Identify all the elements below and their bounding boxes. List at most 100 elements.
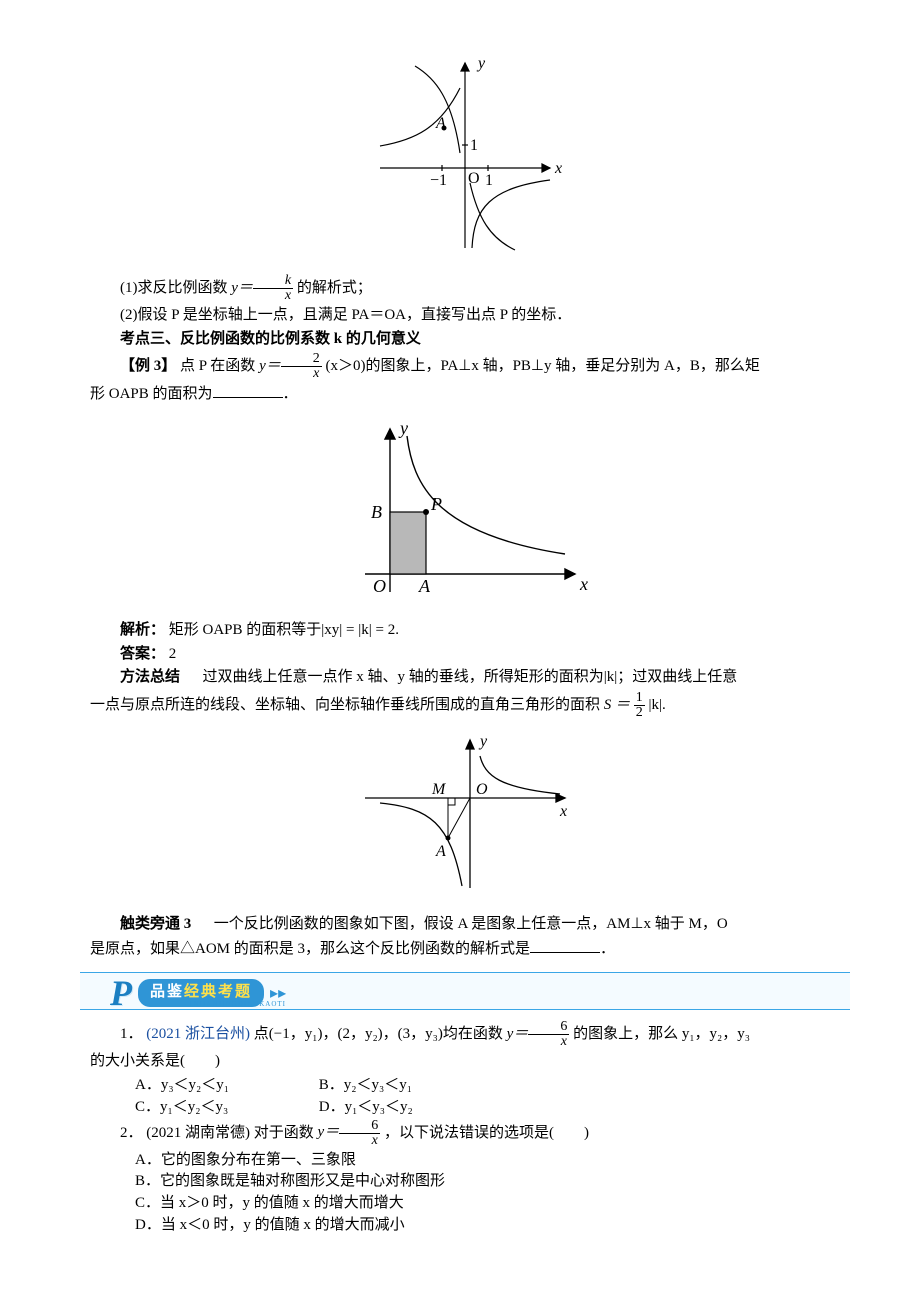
fig1-y-label: y xyxy=(476,55,486,72)
chulei3-text1: 一个反比例函数的图象如下图，假设 A 是图象上任意一点，AM⊥x 轴于 M，O xyxy=(214,916,728,932)
p1-den-f: x xyxy=(528,1035,569,1049)
fig1-1: 1 xyxy=(485,172,493,189)
chulei3-label: 触类旁通 3 xyxy=(120,916,191,932)
fig3-svg: y x M O A xyxy=(350,728,580,898)
jiexi-text: 矩形 OAPB 的面积等于|xy| = |k| = 2. xyxy=(169,622,399,638)
fig3-O: O xyxy=(476,781,488,798)
example3: 【例 3】 点 P 在函数 y＝2x (x＞0)的图象上，PA⊥x 轴，PB⊥y… xyxy=(90,352,840,381)
q1-part1-post: 的解析式； xyxy=(297,280,372,296)
section-banner: P 品鉴经典考题 ▸▸ INJIANJINGDIANKAOTI xyxy=(80,972,850,1010)
q1-frac-num: k xyxy=(253,274,293,289)
fig1-x-label: x xyxy=(554,160,562,177)
banner-pinyin: INJIANJINGDIANKAOTI xyxy=(190,999,286,1009)
daan: 答案： 2 xyxy=(90,644,840,666)
fangfa-line2: 一点与原点所连的线段、坐标轴、向坐标轴作垂线所围成的直角三角形的面积 S ＝ 1… xyxy=(90,691,840,720)
banner-jingdian: 经典考题 xyxy=(184,984,252,1000)
p2-pre: 对于函数 xyxy=(254,1124,318,1140)
figure-3: y x M O A xyxy=(90,728,840,906)
ex3-pre: 点 P 在函数 xyxy=(180,358,259,374)
p1-post: 的图象上，那么 y₁，y₂，y₃ xyxy=(573,1026,750,1042)
p1-source: (2021 浙江台州) xyxy=(146,1026,250,1042)
banner-p-icon: P xyxy=(110,967,132,1019)
p1-eq: y＝ xyxy=(507,1026,529,1042)
ex3-label: 【例 3】 xyxy=(120,358,176,374)
p2-eq: y＝ xyxy=(318,1124,340,1140)
p1-options-row1: A．y₃＜y₂＜y₁ B．y₂＜y₃＜y₁ xyxy=(135,1075,840,1097)
fig2-y: y xyxy=(398,418,408,438)
ex3-num: 2 xyxy=(281,352,322,367)
chulei3-text2: 是原点，如果△AOM 的面积是 3，那么这个反比例函数的解析式是 xyxy=(90,941,530,957)
chulei3-line1: 触类旁通 3 一个反比例函数的图象如下图，假设 A 是图象上任意一点，AM⊥x … xyxy=(90,914,840,936)
p1-optC[interactable]: C．y₁＜y₂＜y₃ xyxy=(135,1097,315,1119)
daan-text: 2 xyxy=(169,646,177,662)
fig1-point-A xyxy=(442,126,447,131)
p2-den-f: x xyxy=(339,1134,380,1148)
figure-1: y x A O −1 1 1 xyxy=(90,48,840,266)
banner-pinjian: 品鉴 xyxy=(150,984,184,1000)
example3-line2: 形 OAPB 的面积为 ． xyxy=(90,383,840,406)
fangfa-label: 方法总结 xyxy=(120,669,180,685)
ex3-den: x xyxy=(281,367,322,381)
fig2-B: B xyxy=(371,502,382,522)
chulei3-blank xyxy=(530,938,600,953)
fangfa-eq: S ＝ xyxy=(604,697,630,713)
p1-optD[interactable]: D．y₁＜y₃＜y₂ xyxy=(319,1097,499,1119)
jiexi: 解析： 矩形 OAPB 的面积等于|xy| = |k| = 2. xyxy=(90,620,840,642)
fig1-O: O xyxy=(468,170,480,187)
p2-optB[interactable]: B．它的图象既是轴对称图形又是中心对称图形 xyxy=(135,1171,840,1193)
fig2-O: O xyxy=(373,576,386,596)
p2-num-f: 6 xyxy=(339,1119,380,1134)
q1-part2: (2)假设 P 是坐标轴上一点，且满足 PA＝OA，直接写出点 P 的坐标． xyxy=(90,305,840,327)
fangfa-den: 2 xyxy=(634,706,645,720)
p2-options: A．它的图象分布在第一、三象限 B．它的图象既是轴对称图形又是中心对称图形 C．… xyxy=(135,1150,840,1237)
p1-num: 1． xyxy=(120,1026,143,1042)
fig3-y: y xyxy=(478,733,488,750)
jiexi-label: 解析： xyxy=(120,622,165,638)
figure-2: y x B P O A xyxy=(90,414,840,612)
ex3-blank xyxy=(213,383,283,398)
p2-optC[interactable]: C．当 x＞0 时，y 的值随 x 的增大而增大 xyxy=(135,1193,840,1215)
fig3-M: M xyxy=(431,781,447,798)
fig2-A: A xyxy=(418,576,431,596)
problem-1: 1． (2021 浙江台州) 点(−1，y₁)，(2，y₂)，(3，y₃)均在函… xyxy=(90,1020,840,1049)
fig3-x: x xyxy=(559,803,567,820)
p1-optB[interactable]: B．y₂＜y₃＜y₁ xyxy=(319,1075,499,1097)
ex3-period: ． xyxy=(283,386,298,402)
fangfa-line1: 方法总结 过双曲线上任意一点作 x 轴、y 轴的垂线，所得矩形的面积为|k|；过… xyxy=(90,667,840,689)
ex3-mid: (x＞0)的图象上，PA⊥x 轴，PB⊥y 轴，垂足分别为 A，B，那么矩 xyxy=(325,358,759,374)
fangfa-num: 1 xyxy=(634,691,645,706)
p2-post: ，以下说法错误的选项是( ) xyxy=(384,1124,589,1140)
p1-options-row2: C．y₁＜y₂＜y₃ D．y₁＜y₃＜y₂ xyxy=(135,1097,840,1119)
fig1-svg: y x A O −1 1 1 xyxy=(360,48,570,258)
chulei3-period: ． xyxy=(600,941,615,957)
fig2-svg: y x B P O A xyxy=(335,414,595,604)
problem-1-tail: 的大小关系是( ) xyxy=(90,1051,840,1073)
fig1-neg1: −1 xyxy=(430,172,447,189)
fig2-P: P xyxy=(430,494,442,514)
q1-part1-pre: (1)求反比例函数 xyxy=(120,280,231,296)
ex3-tail: 形 OAPB 的面积为 xyxy=(90,386,213,402)
fangfa-text2a: 一点与原点所连的线段、坐标轴、向坐标轴作垂线所围成的直角三角形的面积 xyxy=(90,697,604,713)
p2-source: (2021 湖南常德) xyxy=(146,1124,250,1140)
q1-part1: (1)求反比例函数 y＝kx 的解析式； xyxy=(90,274,840,303)
svg-text:1: 1 xyxy=(470,137,478,154)
p2-optA[interactable]: A．它的图象分布在第一、三象限 xyxy=(135,1150,840,1172)
daan-label: 答案： xyxy=(120,646,165,662)
p1-pre: 点(−1，y₁)，(2，y₂)，(3，y₃)均在函数 xyxy=(254,1026,507,1042)
fangfa-text2b: |k|. xyxy=(649,697,666,713)
fig3-A: A xyxy=(435,843,446,860)
kaodian3-title: 考点三、反比例函数的比例系数 k 的几何意义 xyxy=(90,329,840,351)
fig2-x: x xyxy=(579,574,588,594)
p1-optA[interactable]: A．y₃＜y₂＜y₁ xyxy=(135,1075,315,1097)
fig2-rect xyxy=(390,512,426,574)
p2-optD[interactable]: D．当 x＜0 时，y 的值随 x 的增大而减小 xyxy=(135,1215,840,1237)
q1-frac-den: x xyxy=(253,289,293,303)
banner-inner: P 品鉴经典考题 ▸▸ xyxy=(110,967,286,1019)
p2-num: 2． xyxy=(120,1124,143,1140)
problem-2: 2． (2021 湖南常德) 对于函数 y＝6x ，以下说法错误的选项是( ) xyxy=(90,1119,840,1148)
fangfa-text1: 过双曲线上任意一点作 x 轴、y 轴的垂线，所得矩形的面积为|k|；过双曲线上任… xyxy=(203,669,738,685)
chulei3-line2: 是原点，如果△AOM 的面积是 3，那么这个反比例函数的解析式是 ． xyxy=(90,938,840,961)
q1-part1-eq: y＝ xyxy=(231,280,253,296)
ex3-eq: y＝ xyxy=(259,358,281,374)
p1-num-f: 6 xyxy=(528,1020,569,1035)
